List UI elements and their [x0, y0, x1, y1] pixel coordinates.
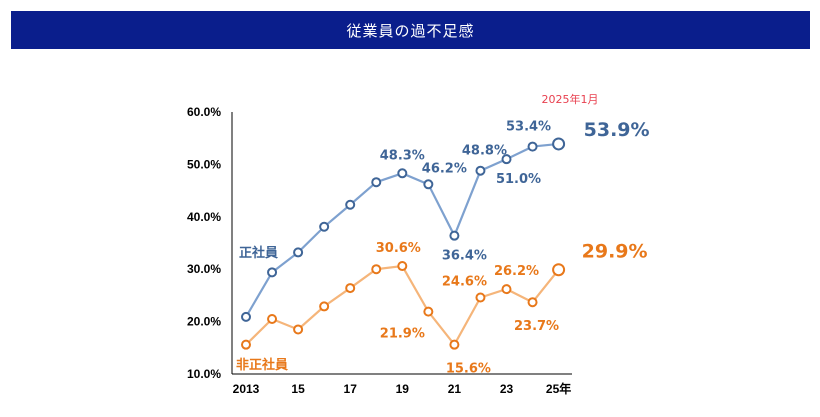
data-point-regular [293, 247, 304, 258]
data-label-regular: 46.2% [422, 161, 467, 176]
data-point-regular [449, 230, 460, 241]
data-point-regular [552, 137, 566, 151]
x-tick-label: 25年 [546, 381, 571, 396]
data-point-regular [267, 267, 278, 278]
data-label-nonregular: 26.2% [494, 264, 539, 279]
series-label-regular: 正社員 [239, 245, 278, 261]
data-point-regular [475, 165, 486, 176]
data-point-regular [397, 168, 408, 179]
data-point-regular [345, 199, 356, 210]
data-label-regular: 51.0% [496, 172, 541, 187]
data-point-nonregular [552, 263, 566, 277]
x-tick-label: 19 [396, 382, 410, 396]
data-label-regular: 53.4% [506, 120, 551, 135]
data-label-nonregular: 29.9% [582, 241, 648, 263]
data-label-regular: 48.8% [462, 144, 507, 159]
series-label-nonregular: 非正社員 [236, 357, 288, 373]
data-point-nonregular [501, 284, 512, 295]
data-point-nonregular [371, 264, 382, 275]
data-point-regular [501, 154, 512, 165]
y-tick-label: 20.0% [187, 315, 221, 329]
x-tick-label: 17 [344, 382, 358, 396]
data-point-nonregular [423, 306, 434, 317]
data-label-nonregular: 15.6% [446, 362, 491, 377]
data-point-nonregular [241, 339, 251, 350]
y-tick-label: 30.0% [187, 262, 221, 276]
data-point-regular [371, 177, 382, 188]
data-label-regular: 48.3% [380, 148, 425, 163]
data-label-nonregular: 23.7% [514, 319, 559, 334]
data-point-regular [319, 221, 330, 232]
data-point-regular [527, 141, 538, 152]
data-point-nonregular [293, 324, 304, 335]
data-point-nonregular [345, 283, 356, 294]
annotation-date: 2025年1月 [542, 92, 599, 106]
data-label-regular: 53.9% [584, 119, 650, 141]
data-label-nonregular: 30.6% [376, 241, 421, 256]
chart-title: 従業員の過不足感 [346, 21, 475, 40]
x-tick-label: 2013 [233, 382, 260, 396]
y-tick-label: 10.0% [187, 367, 221, 381]
data-point-nonregular [397, 261, 408, 272]
y-tick-label: 50.0% [187, 157, 221, 171]
data-point-nonregular [319, 301, 330, 312]
data-point-nonregular [475, 292, 486, 303]
x-tick-label: 23 [500, 382, 514, 396]
x-tick-label: 21 [448, 382, 462, 396]
data-point-nonregular [449, 339, 460, 350]
y-tick-label: 40.0% [187, 210, 221, 224]
data-label-regular: 36.4% [442, 249, 487, 264]
data-point-nonregular [527, 297, 538, 308]
data-point-regular [423, 179, 434, 190]
x-tick-label: 15 [291, 382, 305, 396]
data-point-nonregular [267, 313, 278, 324]
data-label-nonregular: 24.6% [442, 274, 487, 289]
data-label-nonregular: 21.9% [380, 327, 425, 342]
y-tick-label: 60.0% [187, 105, 221, 119]
data-point-regular [241, 311, 251, 322]
chart-title-bar: 従業員の過不足感 [11, 11, 810, 49]
